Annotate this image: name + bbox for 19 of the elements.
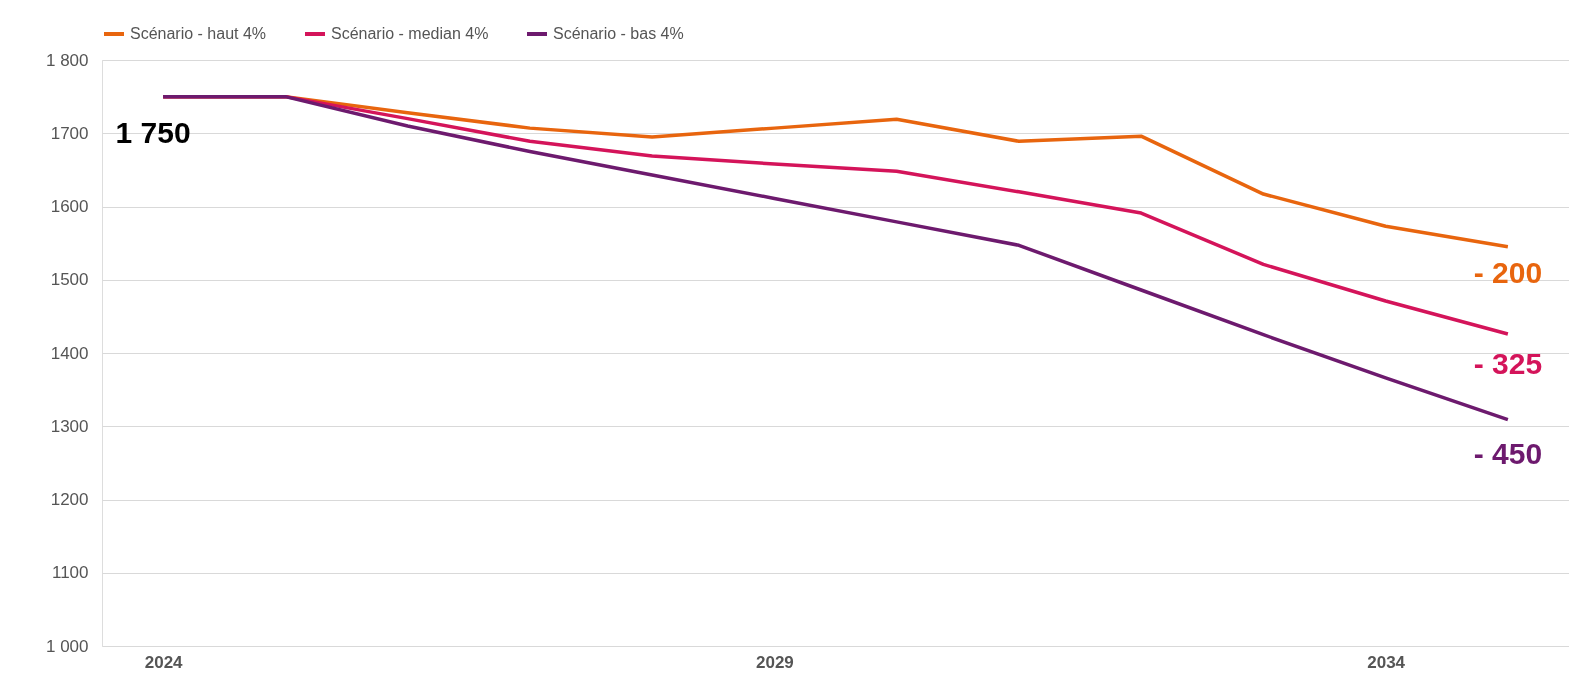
legend-label: Scénario - bas 4%: [553, 25, 684, 42]
y-tick-label: 1500: [50, 270, 89, 290]
y-tick-label: 1 800: [45, 50, 89, 70]
annotation: - 450: [1473, 436, 1543, 470]
y-tick-label: 1300: [50, 416, 89, 436]
y-tick-label: 1 000: [45, 636, 89, 656]
x-tick-label: 2024: [144, 652, 184, 672]
y-tick-label: 1700: [50, 123, 89, 143]
legend-label: Scénario - median 4%: [331, 25, 489, 42]
y-tick-label: 1400: [50, 343, 89, 363]
y-tick-label: 1200: [50, 490, 89, 509]
legend-label: Scénario - haut 4%: [130, 25, 267, 42]
y-tick-label: 1600: [50, 197, 89, 216]
annotation: - 200: [1473, 255, 1543, 289]
y-tick-label: 1100: [51, 563, 89, 583]
x-tick-label: 2029: [755, 652, 794, 672]
x-tick-label: 2034: [1367, 652, 1406, 672]
annotation: 1 750: [115, 115, 191, 149]
annotation: - 325: [1473, 346, 1543, 380]
